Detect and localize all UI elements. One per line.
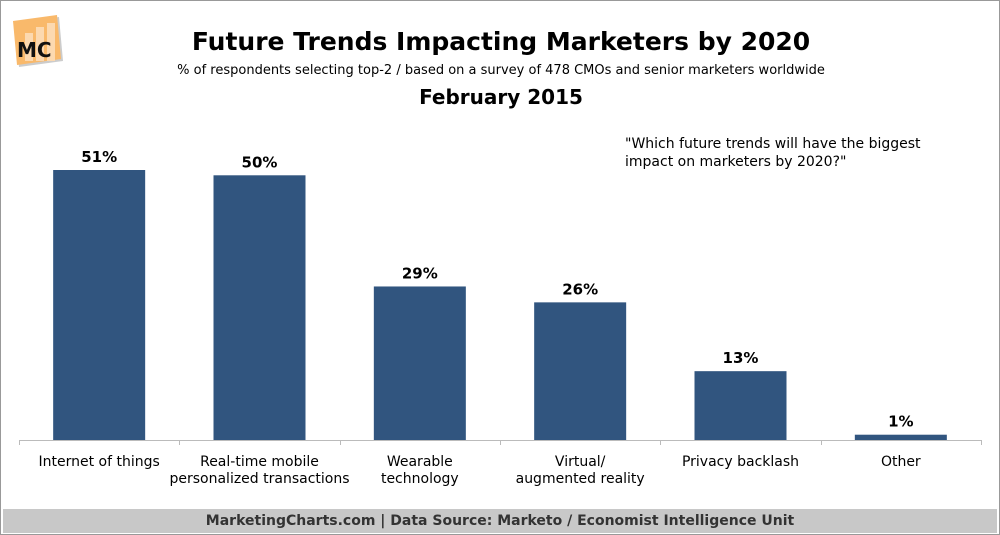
category-label: Other: [881, 454, 921, 470]
data-label: 1%: [888, 413, 913, 431]
data-label: 13%: [723, 349, 759, 367]
category-label: Privacy backlash: [682, 454, 799, 470]
bar-chart: 51% Internet of things 50% Real-time mobile…: [19, 148, 982, 487]
category-label: personalized transactions: [169, 471, 349, 487]
category-label: augmented reality: [516, 471, 645, 487]
data-label: 26%: [562, 280, 598, 298]
chart-title: Future Trends Impacting Marketers by 202…: [191, 27, 811, 56]
svg-text:MC: MC: [17, 38, 52, 62]
chart-subtitle: % of respondents selecting top-2 / based…: [177, 63, 825, 78]
bar: [213, 175, 306, 440]
survey-question: "Which future trends will have the bigge…: [625, 136, 921, 170]
category-label: Real-time mobile: [200, 454, 319, 470]
bar: [694, 371, 787, 440]
chart-date: February 2015: [419, 85, 583, 109]
category-label: Internet of things: [39, 454, 160, 470]
bar: [534, 302, 627, 440]
bar: [53, 170, 146, 440]
bar: [854, 434, 947, 440]
data-label: 50%: [242, 153, 278, 171]
data-label: 51%: [81, 148, 117, 166]
category-label: technology: [381, 471, 459, 487]
bar: [373, 286, 466, 440]
category-label: Virtual/: [555, 454, 606, 470]
marketingcharts-logo: MC: [13, 15, 63, 67]
data-label: 29%: [402, 264, 438, 282]
source-footer: MarketingCharts.com | Data Source: Marke…: [3, 509, 997, 533]
category-label: Wearable: [387, 454, 453, 470]
